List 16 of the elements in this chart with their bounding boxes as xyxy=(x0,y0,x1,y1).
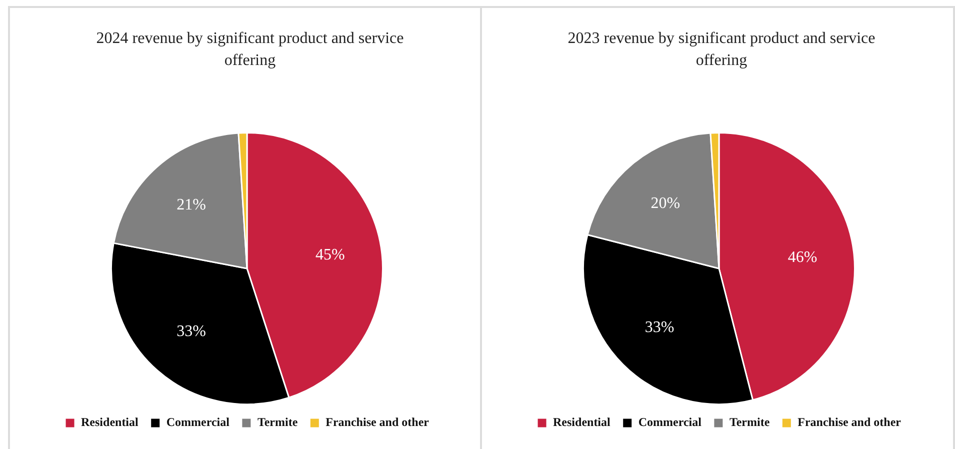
data-label: 33% xyxy=(176,322,206,340)
legend-label: Franchise and other xyxy=(797,415,902,430)
legend-label: Residential xyxy=(81,415,140,430)
legend-label: Franchise and other xyxy=(326,415,430,430)
legend-label: Commercial xyxy=(166,415,230,430)
data-label: 45% xyxy=(315,246,345,264)
legend-label: Termite xyxy=(257,415,298,430)
data-label: 33% xyxy=(644,319,674,336)
data-label: 20% xyxy=(650,194,680,212)
chart-title: 2023 revenue by significant product and service offering xyxy=(566,29,876,71)
legend-label: Termite xyxy=(728,415,770,430)
data-label: 46% xyxy=(787,249,817,266)
legend-label: Commercial xyxy=(638,415,702,430)
data-label: 21% xyxy=(176,196,206,214)
chart-title: 2024 revenue by significant product and service offering xyxy=(95,29,405,71)
legend-label: Residential xyxy=(552,415,611,430)
